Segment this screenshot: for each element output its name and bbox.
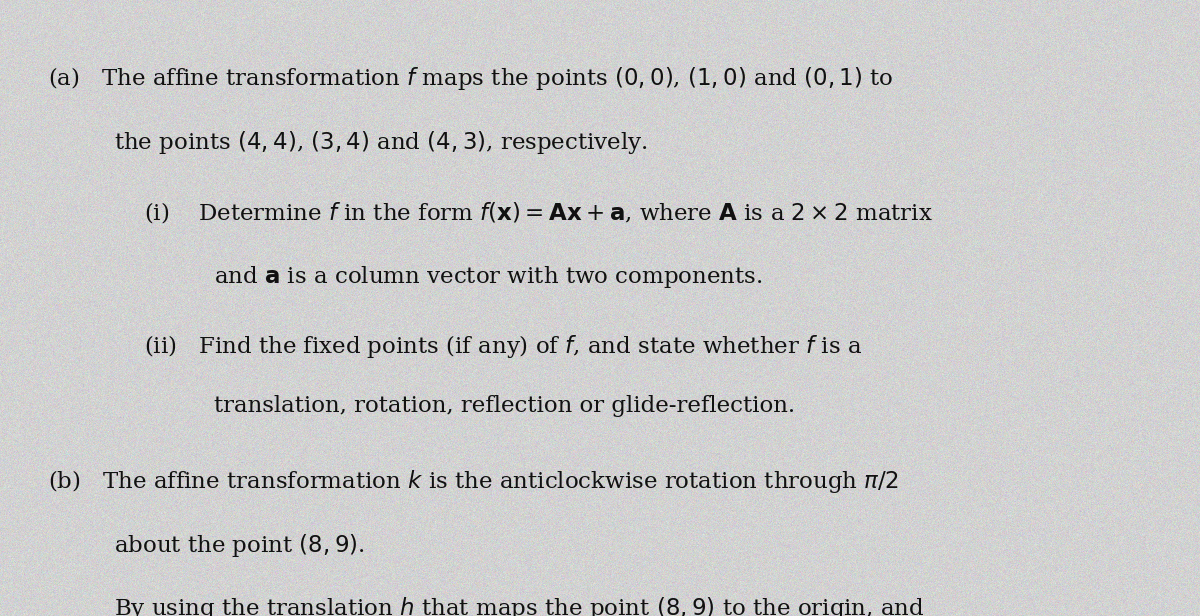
Text: By using the translation $h$ that maps the point $(8,9)$ to the origin, and: By using the translation $h$ that maps t… [114,595,925,616]
Text: and $\mathbf{a}$ is a column vector with two components.: and $\mathbf{a}$ is a column vector with… [214,264,762,290]
Text: (b)   The affine transformation $k$ is the anticlockwise rotation through $\pi/2: (b) The affine transformation $k$ is the… [48,468,899,495]
Text: (a)   The affine transformation $f$ maps the points $(0,0)$, $(1,0)$ and $(0,1)$: (a) The affine transformation $f$ maps t… [48,65,894,92]
Text: translation, rotation, reflection or glide-reflection.: translation, rotation, reflection or gli… [214,395,794,418]
Text: (i)    Determine $f$ in the form $f(\mathbf{x}) = \mathbf{A}\mathbf{x} + \mathbf: (i) Determine $f$ in the form $f(\mathbf… [144,200,932,225]
Text: the points $(4,4)$, $(3,4)$ and $(4,3)$, respectively.: the points $(4,4)$, $(3,4)$ and $(4,3)$,… [114,129,648,156]
Text: (ii)   Find the fixed points (if any) of $f$, and state whether $f$ is a: (ii) Find the fixed points (if any) of $… [144,333,863,360]
Text: about the point $(8,9)$.: about the point $(8,9)$. [114,532,365,559]
